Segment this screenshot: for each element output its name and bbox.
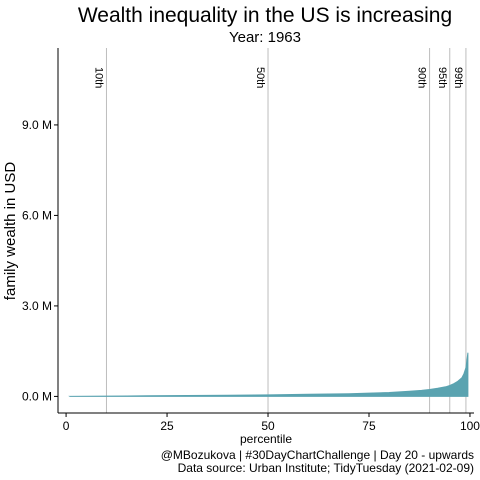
x-axis-title: percentile [240,432,292,446]
reference-lines: 10th 50th 90th 95th 99th [92,48,467,413]
caption-credits: @MBozukova | #30DayChartChallenge | Day … [161,448,474,462]
x-tick-label: 0 [63,419,70,433]
chart-title: Wealth inequality in the US is increasin… [78,4,452,27]
reference-label-95th: 95th [436,67,448,88]
axes [57,48,474,414]
ticks: 0 25 50 75 100 0.0 M 3.0 M 6.0 M 9.0 M [22,118,480,433]
x-tick-label: 50 [261,419,275,433]
y-tick-label: 6.0 M [22,208,52,222]
y-axis-title: family wealth in USD [2,162,19,301]
wealth-area [68,352,469,397]
y-tick-label: 0.0 M [22,389,52,403]
x-tick-label: 25 [160,419,174,433]
x-tick-label: 100 [460,419,480,433]
chart-subtitle: Year: 1963 [229,29,301,46]
reference-label-90th: 90th [416,67,428,88]
reference-label-10th: 10th [92,67,104,88]
x-tick-label: 75 [362,419,376,433]
reference-label-99th: 99th [452,67,464,88]
y-tick-label: 3.0 M [22,299,52,313]
caption-source: Data source: Urban Institute; TidyTuesda… [178,461,474,475]
y-tick-label: 9.0 M [22,118,52,132]
reference-label-50th: 50th [254,67,266,88]
